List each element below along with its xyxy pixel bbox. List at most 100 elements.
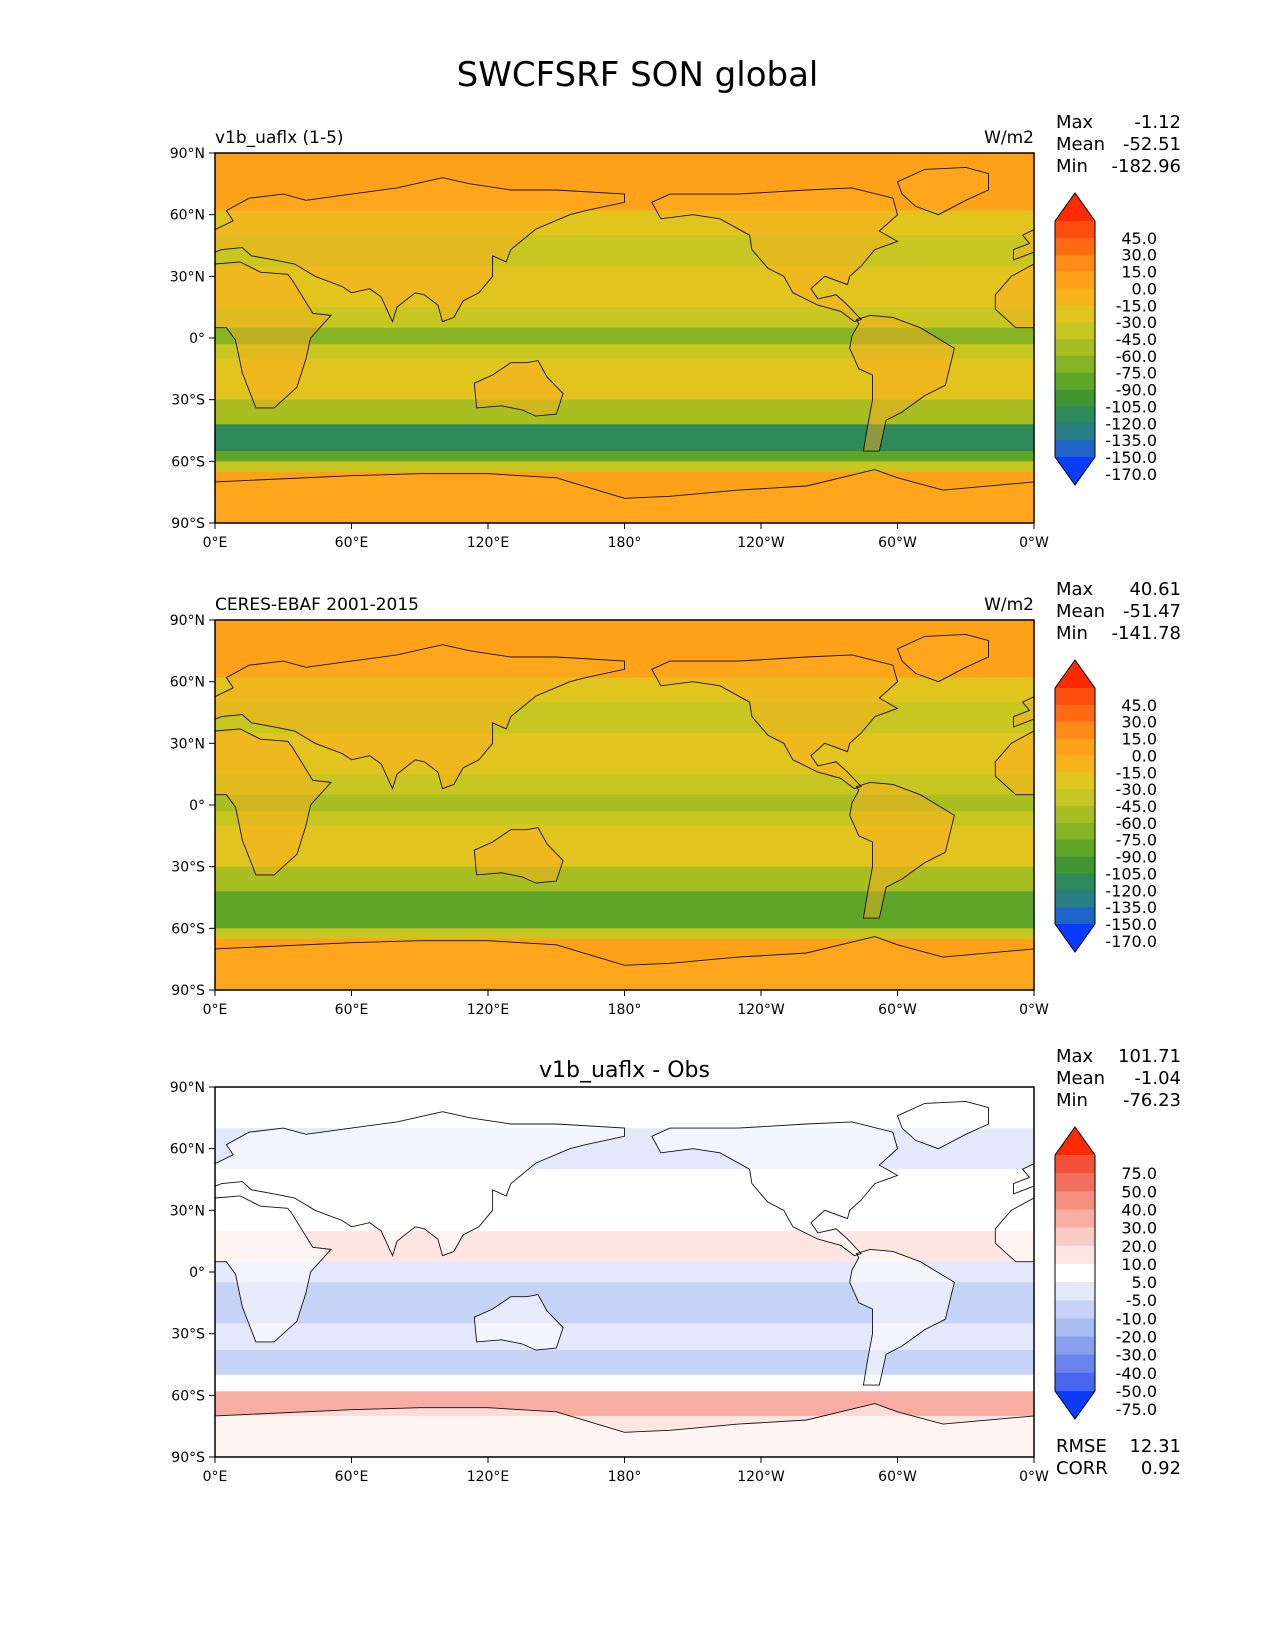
map-field xyxy=(215,1087,1034,1457)
map-panel-3: 90°N 60°N 30°N 0° 30°S 60°S 90°S 0°E 60°E 120°E 18… xyxy=(170,1046,1181,1485)
colorbar-tick-label: 75.0 xyxy=(1121,1164,1157,1183)
panel-center-label: v1b_uaflx - Obs xyxy=(539,1058,710,1083)
lat-tick-label: 90°S xyxy=(171,983,205,999)
lat-tick-label: 0° xyxy=(189,798,205,814)
colorbar-segment xyxy=(1055,789,1095,807)
lat-tick-label: 90°S xyxy=(171,516,205,532)
colorbar-segment xyxy=(1055,1372,1095,1392)
colorbar-tick-label: -170.0 xyxy=(1105,932,1157,951)
colorbar-tick-label: -50.0 xyxy=(1116,1382,1157,1401)
stat-value: 101.71 xyxy=(1118,1046,1181,1067)
lon-tick-label: 60°E xyxy=(335,535,369,551)
stat-label: Max xyxy=(1056,579,1094,600)
panel-left-label: v1b_uaflx (1-5) xyxy=(215,128,344,148)
colorbar-tick-label: 30.0 xyxy=(1121,713,1157,732)
colorbar-tick-label: 5.0 xyxy=(1132,1273,1157,1292)
colorbar-segment xyxy=(1055,1300,1095,1319)
colorbar-tick-label: -90.0 xyxy=(1116,848,1157,867)
colorbar-tick-label: -120.0 xyxy=(1105,414,1157,433)
colorbar-segment xyxy=(1055,1209,1095,1229)
lat-tick-label: 30°N xyxy=(170,1203,205,1219)
stat-label: Mean xyxy=(1056,601,1105,622)
stat-value: -76.23 xyxy=(1123,1090,1181,1111)
colorbar-segment xyxy=(1055,423,1095,441)
colorbar-extend-bottom xyxy=(1055,457,1095,485)
colorbar-segment xyxy=(1055,721,1095,740)
colorbar: 75.050.040.030.020.010.05.0-5.0-10.0-20.… xyxy=(1054,1126,1157,1420)
colorbar-tick-label: -30.0 xyxy=(1116,780,1157,799)
colorbar: 45.030.015.00.0-15.0-30.0-45.0-60.0-75.0… xyxy=(1054,192,1157,486)
colorbar-tick-label: -15.0 xyxy=(1116,763,1157,782)
colorbar-segment xyxy=(1055,772,1095,790)
stat-value: -1.12 xyxy=(1134,112,1181,133)
colorbar-tick-label: 30.0 xyxy=(1121,1219,1157,1238)
colorbar-segment xyxy=(1055,1354,1095,1374)
colorbar-segment xyxy=(1055,221,1095,239)
lon-tick-label: 120°E xyxy=(467,535,510,551)
colorbar-segment xyxy=(1055,856,1095,874)
lat-tick-label: 0° xyxy=(189,1265,205,1281)
lat-tick-label: 30°S xyxy=(171,860,205,876)
lon-tick-label: 120°W xyxy=(737,1002,785,1018)
stat-value: -141.78 xyxy=(1112,623,1181,644)
colorbar-segment xyxy=(1055,1336,1095,1356)
map-panel-2: 90°N 60°N 30°N 0° 30°S 60°S 90°S 0°E 60°E 120°E 18… xyxy=(170,579,1181,1018)
colorbar-segment xyxy=(1055,1227,1095,1247)
stat-label: Mean xyxy=(1056,134,1105,155)
stat-label: Min xyxy=(1056,623,1088,644)
colorbar-segment xyxy=(1055,339,1095,357)
colorbar-tick-label: -45.0 xyxy=(1116,797,1157,816)
colorbar-segment xyxy=(1055,389,1095,407)
lat-tick-label: 30°N xyxy=(170,736,205,752)
colorbar-tick-label: -40.0 xyxy=(1116,1364,1157,1383)
colorbar-segment xyxy=(1055,1173,1095,1192)
colorbar-tick-label: 20.0 xyxy=(1121,1237,1157,1256)
map-field xyxy=(215,620,1034,990)
colorbar-tick-label: 45.0 xyxy=(1121,229,1157,248)
lat-tick-label: 60°N xyxy=(170,675,205,691)
lat-tick-label: 90°S xyxy=(171,1450,205,1466)
stat-value: 40.61 xyxy=(1129,579,1181,600)
colorbar-tick-label: -5.0 xyxy=(1126,1291,1157,1310)
colorbar-segment xyxy=(1055,355,1095,374)
stat-value: 12.31 xyxy=(1129,1436,1181,1457)
lon-tick-label: 60°W xyxy=(878,535,917,551)
colorbar-tick-label: -75.0 xyxy=(1116,1400,1157,1419)
colorbar-tick-label: -135.0 xyxy=(1105,898,1157,917)
colorbar-tick-label: 10.0 xyxy=(1121,1255,1157,1274)
lat-tick-label: 30°N xyxy=(170,269,205,285)
stat-label: CORR xyxy=(1056,1458,1108,1479)
lat-tick-label: 60°S xyxy=(171,1388,205,1404)
lon-tick-label: 60°E xyxy=(335,1469,369,1485)
stat-label: RMSE xyxy=(1056,1436,1107,1457)
colorbar-tick-label: 50.0 xyxy=(1121,1182,1157,1201)
lon-tick-label: 180° xyxy=(608,535,642,551)
colorbar-segment xyxy=(1055,1155,1095,1174)
lat-tick-label: 60°N xyxy=(170,208,205,224)
map-panel-1: 90°N 60°N 30°N 0° 30°S 60°S 90°S 0°E 60°E 120°E 18… xyxy=(170,112,1181,551)
colorbar-tick-label: -120.0 xyxy=(1105,881,1157,900)
colorbar-tick-label: -135.0 xyxy=(1105,431,1157,450)
lon-tick-label: 60°E xyxy=(335,1002,369,1018)
lon-tick-label: 0°E xyxy=(203,1002,228,1018)
map-field xyxy=(215,153,1034,523)
lon-tick-label: 180° xyxy=(608,1469,642,1485)
colorbar-extend-top xyxy=(1055,193,1095,221)
stat-label: Mean xyxy=(1056,1068,1105,1089)
colorbar-tick-label: -75.0 xyxy=(1116,364,1157,383)
colorbar-segment xyxy=(1055,755,1095,773)
colorbar-tick-label: -20.0 xyxy=(1116,1328,1157,1347)
colorbar-segment xyxy=(1055,1245,1095,1265)
panel-units: W/m2 xyxy=(984,128,1034,148)
colorbar-tick-label: -150.0 xyxy=(1105,915,1157,934)
colorbar-extend-top xyxy=(1055,660,1095,688)
lon-tick-label: 60°W xyxy=(878,1002,917,1018)
colorbar-segment xyxy=(1055,907,1095,925)
lon-tick-label: 0°W xyxy=(1019,1002,1049,1018)
colorbar-segment xyxy=(1055,237,1095,256)
colorbar-segment xyxy=(1055,305,1095,323)
colorbar: 45.030.015.00.0-15.0-30.0-45.0-60.0-75.0… xyxy=(1054,659,1157,953)
colorbar-tick-label: 0.0 xyxy=(1132,279,1157,298)
stat-value: -1.04 xyxy=(1134,1068,1181,1089)
